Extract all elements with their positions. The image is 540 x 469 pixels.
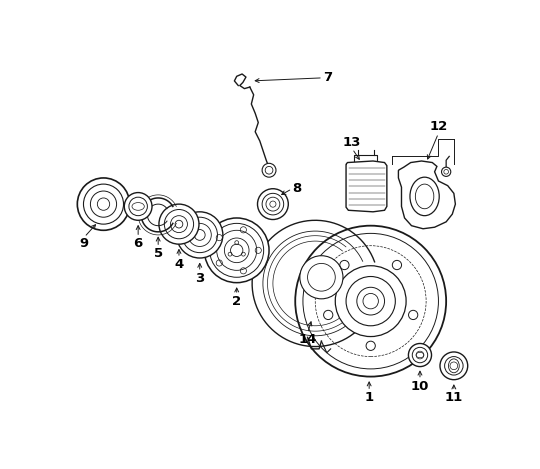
PathPatch shape (346, 161, 387, 212)
Circle shape (412, 348, 428, 363)
Circle shape (303, 234, 438, 369)
Circle shape (416, 351, 424, 359)
Text: 2: 2 (232, 295, 241, 308)
Circle shape (450, 362, 458, 370)
Circle shape (90, 191, 117, 217)
Circle shape (84, 184, 124, 224)
Circle shape (124, 193, 152, 220)
Circle shape (225, 238, 249, 263)
Circle shape (335, 266, 406, 337)
Text: 14: 14 (299, 333, 317, 347)
Circle shape (262, 193, 284, 215)
Circle shape (444, 169, 448, 174)
Circle shape (171, 216, 187, 233)
Circle shape (258, 189, 288, 219)
Circle shape (363, 294, 379, 309)
Circle shape (357, 287, 384, 315)
Circle shape (164, 210, 193, 239)
Circle shape (308, 264, 335, 291)
Circle shape (300, 256, 343, 299)
Circle shape (210, 223, 264, 277)
Circle shape (175, 220, 183, 228)
Circle shape (408, 343, 431, 367)
Text: 5: 5 (153, 247, 163, 260)
Text: 9: 9 (80, 237, 89, 250)
Circle shape (204, 218, 269, 283)
Circle shape (177, 212, 223, 258)
Text: 3: 3 (195, 272, 204, 285)
Ellipse shape (410, 177, 439, 216)
Circle shape (194, 229, 205, 240)
Circle shape (188, 223, 211, 247)
Circle shape (270, 201, 276, 207)
Circle shape (129, 197, 147, 216)
Circle shape (444, 356, 463, 375)
Circle shape (231, 244, 243, 257)
Circle shape (266, 197, 280, 211)
Circle shape (295, 226, 446, 377)
Circle shape (262, 163, 276, 177)
Circle shape (77, 178, 130, 230)
Circle shape (182, 217, 218, 253)
Circle shape (346, 277, 395, 326)
Text: 12: 12 (429, 120, 448, 133)
Text: 8: 8 (292, 182, 301, 195)
Circle shape (440, 352, 468, 380)
Text: 6: 6 (133, 237, 143, 250)
Circle shape (97, 198, 110, 210)
Text: 4: 4 (174, 258, 184, 271)
Circle shape (265, 166, 273, 174)
Circle shape (217, 230, 256, 270)
Text: 13: 13 (343, 136, 361, 149)
Circle shape (159, 204, 199, 244)
Text: 11: 11 (445, 391, 463, 404)
Text: 7: 7 (323, 71, 332, 84)
Circle shape (442, 167, 451, 176)
Text: 1: 1 (364, 391, 374, 404)
PathPatch shape (399, 161, 455, 229)
Text: 10: 10 (411, 380, 429, 393)
